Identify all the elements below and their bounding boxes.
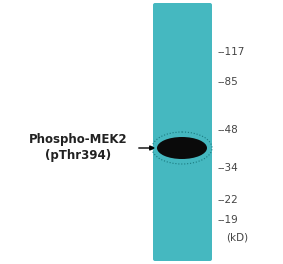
Text: --22: --22 <box>218 195 239 205</box>
Text: --19: --19 <box>218 215 239 225</box>
Text: Phospho-MEK2: Phospho-MEK2 <box>29 134 127 147</box>
Text: --48: --48 <box>218 125 239 135</box>
FancyBboxPatch shape <box>153 3 212 261</box>
Text: --34: --34 <box>218 163 239 173</box>
Text: (kD): (kD) <box>226 232 248 242</box>
Text: --117: --117 <box>218 47 245 57</box>
Ellipse shape <box>157 137 207 159</box>
Text: (pThr394): (pThr394) <box>45 149 111 163</box>
Text: --85: --85 <box>218 77 239 87</box>
